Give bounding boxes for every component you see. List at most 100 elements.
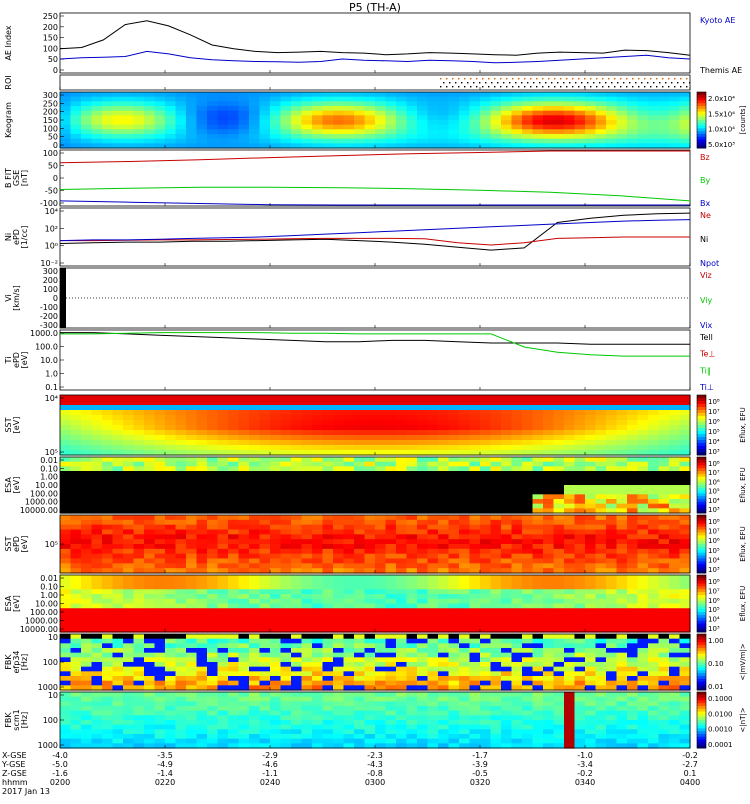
spectrogram-cell — [176, 676, 187, 681]
spectrogram-cell — [501, 485, 512, 490]
spectrogram-cell — [197, 544, 208, 549]
y-tick-label: 50 — [48, 133, 58, 142]
spectrogram-cell — [113, 440, 124, 446]
spectrogram-cell — [71, 554, 82, 559]
spectrogram-cell — [260, 530, 271, 535]
spectrogram-cell — [606, 653, 617, 658]
spectrogram-cell — [144, 580, 155, 585]
spectrogram-cell — [134, 667, 145, 672]
spectrogram-cell — [480, 657, 491, 662]
y-tick-label: 1.0 — [45, 370, 58, 379]
roi-dot — [560, 86, 561, 87]
spectrogram-cell — [81, 671, 92, 676]
colorbar-tick-label: 10⁷ — [708, 587, 720, 595]
spectrogram-cell — [449, 671, 460, 676]
spectrogram-cell — [417, 634, 428, 639]
spectrogram-cell — [123, 499, 134, 504]
spectrogram-cell — [669, 471, 680, 476]
spectrogram-cell — [249, 494, 260, 499]
spectrogram-cell — [186, 530, 197, 535]
roi-dot — [581, 82, 582, 83]
spectrogram-cell — [281, 499, 292, 504]
spectrogram-cell — [281, 667, 292, 672]
spectrogram-cell — [281, 671, 292, 676]
spectrogram-cell — [249, 462, 260, 467]
spectrogram-cell — [501, 111, 512, 116]
spectrogram-cell — [396, 405, 407, 411]
spectrogram-cell — [218, 613, 229, 618]
spectrogram-cell — [281, 425, 292, 431]
spectrogram-cell — [585, 476, 596, 481]
spectrogram-cell — [417, 623, 428, 628]
spectrogram-cell — [449, 554, 460, 559]
spectrogram-cell — [92, 425, 103, 431]
spectrogram-cell — [365, 405, 376, 411]
spectrogram-cell — [449, 667, 460, 672]
spectrogram-cell — [207, 671, 218, 676]
spectrogram-cell — [92, 490, 103, 495]
roi-dot — [470, 86, 471, 87]
spectrogram-cell — [491, 129, 502, 134]
y-tick-label: 0.10 — [40, 583, 58, 592]
spectrogram-cell — [323, 111, 334, 116]
spectrogram-cell — [228, 618, 239, 623]
spectrogram-cell — [491, 430, 502, 436]
spectrogram-cell — [669, 544, 680, 549]
spectrogram-cell — [554, 608, 565, 613]
spectrogram-cell — [459, 440, 470, 446]
spectrogram-cell — [564, 92, 575, 97]
spectrogram-cell — [470, 530, 481, 535]
spectrogram-cell — [123, 494, 134, 499]
spectrogram-cell — [606, 585, 617, 590]
spectrogram-cell — [123, 662, 134, 667]
spectrogram-cell — [134, 425, 145, 431]
spectrogram-cell — [60, 440, 71, 446]
spectrogram-cell — [218, 440, 229, 446]
spectrogram-cell — [207, 440, 218, 446]
spectrogram-cell — [596, 480, 607, 485]
spectrogram-cell — [512, 589, 523, 594]
spectrogram-cell — [449, 111, 460, 116]
spectrogram-cell — [522, 594, 533, 599]
spectrogram-cell — [596, 471, 607, 476]
spectrogram-cell — [186, 425, 197, 431]
spectrogram-cell — [333, 106, 344, 111]
roi-dot — [482, 86, 483, 87]
spectrogram-cell — [627, 430, 638, 436]
spectrogram-cell — [218, 599, 229, 604]
spectrogram-cell — [491, 544, 502, 549]
spectrogram-cell — [396, 420, 407, 426]
colorbar-tick-label: 0.01 — [708, 683, 724, 691]
spectrogram-cell — [396, 604, 407, 609]
spectrogram-cell — [648, 634, 659, 639]
spectrogram-cell — [575, 111, 586, 116]
spectrogram-cell — [480, 681, 491, 686]
spectrogram-cell — [428, 395, 439, 401]
spectrogram-cell — [249, 648, 260, 653]
colorbar-tick-label: 10⁶ — [708, 597, 720, 605]
spectrogram-cell — [176, 395, 187, 401]
spectrogram-cell — [344, 643, 355, 648]
spectrogram-cell — [386, 462, 397, 467]
spectrogram-cell — [501, 97, 512, 102]
spectrogram-cell — [522, 613, 533, 618]
spectrogram-cell — [575, 410, 586, 416]
spectrogram-cell — [386, 589, 397, 594]
spectrogram-cell — [239, 120, 250, 125]
spectrogram-cell — [281, 139, 292, 144]
spectrogram-cell — [218, 648, 229, 653]
roi-dot — [563, 82, 564, 83]
spectrogram-cell — [606, 580, 617, 585]
spectrogram-cell — [407, 594, 418, 599]
spectrogram-cell — [386, 639, 397, 644]
spectrogram-cell — [155, 445, 166, 451]
spectrogram-cell — [428, 504, 439, 509]
spectrogram-cell — [291, 520, 302, 525]
spectrogram-cell — [585, 594, 596, 599]
spectrogram-cell — [113, 539, 124, 544]
spectrogram-cell — [291, 101, 302, 106]
spectrogram-cell — [638, 480, 649, 485]
colorbar-tick-label: 10³ — [708, 566, 720, 574]
spectrogram-cell — [543, 499, 554, 504]
spectrogram-cell — [260, 485, 271, 490]
